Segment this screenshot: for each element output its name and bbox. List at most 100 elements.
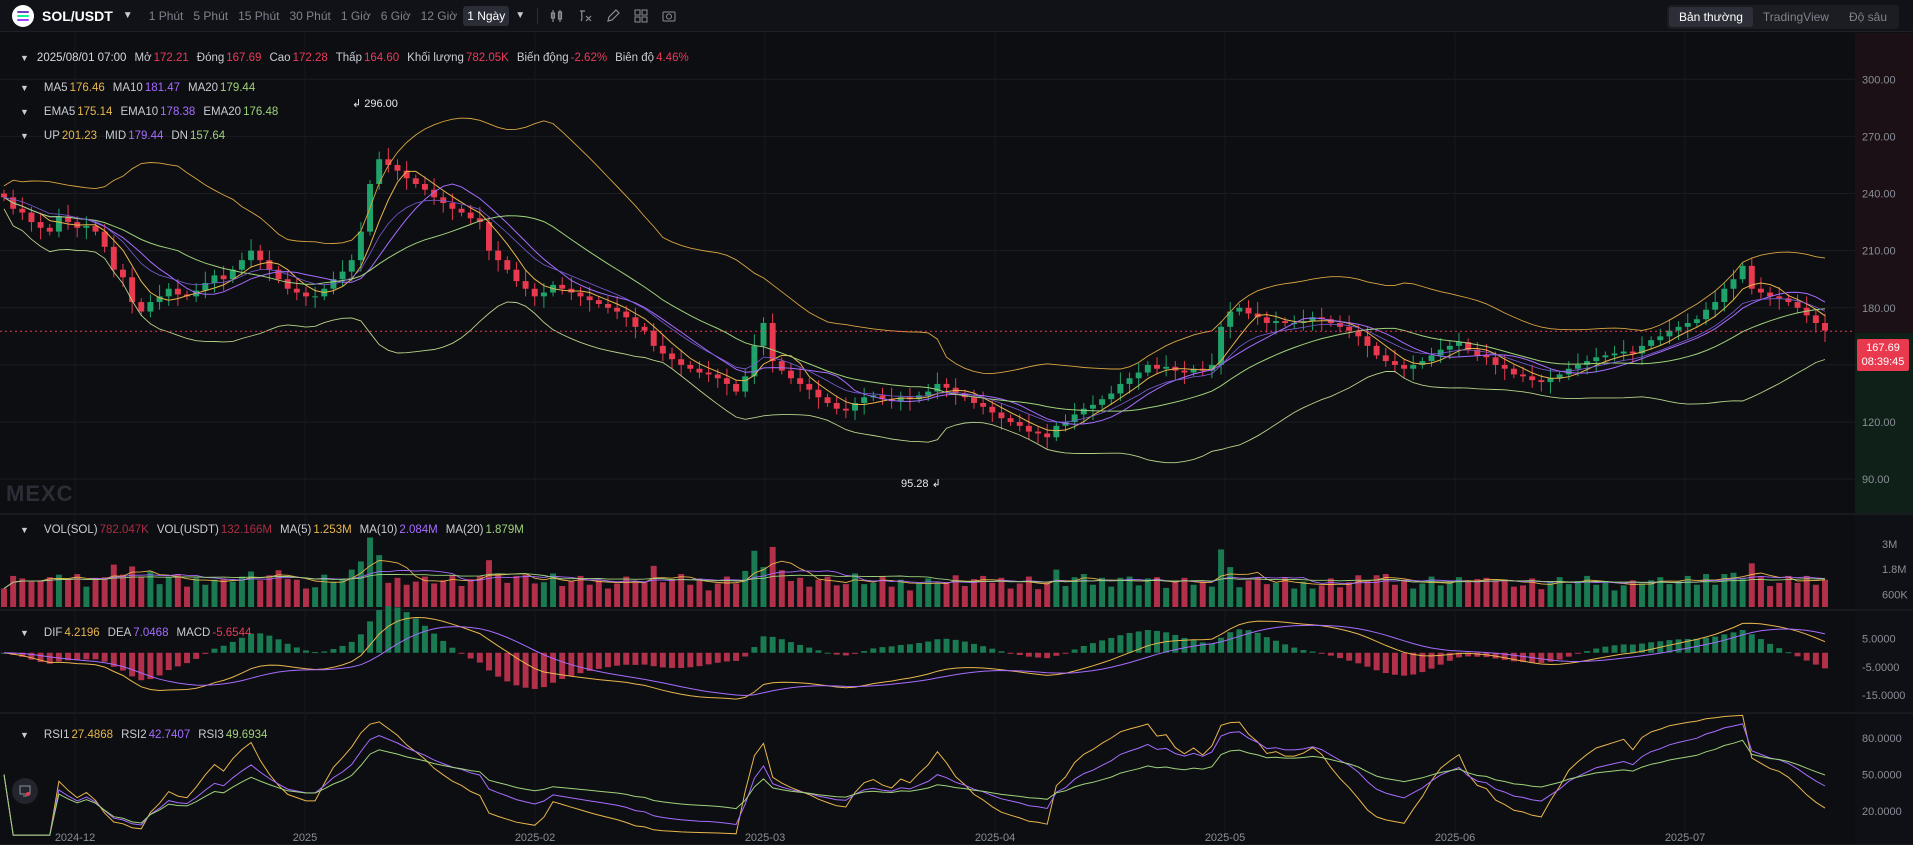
volume-bar: [952, 575, 959, 607]
view-standard-button[interactable]: Bản thường: [1668, 7, 1753, 27]
volume-bar: [1071, 577, 1078, 607]
ma-collapse-icon[interactable]: ▼: [20, 83, 29, 93]
volume-bar: [129, 566, 136, 607]
volume-bar: [1785, 575, 1792, 607]
macd-collapse-icon[interactable]: ▼: [20, 628, 29, 638]
volume-bar: [412, 581, 419, 607]
volume-bar: [787, 580, 794, 607]
volume-bar: [431, 583, 438, 607]
ema-collapse-icon[interactable]: ▼: [20, 107, 29, 117]
ohlc-collapse-icon[interactable]: ▼: [20, 53, 29, 63]
candle-body: [577, 292, 584, 297]
interval-more-icon[interactable]: ▼: [515, 10, 526, 21]
view-tradingview-button[interactable]: TradingView: [1762, 10, 1829, 24]
candle-body: [1602, 355, 1609, 358]
candle-countdown: 08:39:45: [1861, 356, 1905, 368]
interval-1d[interactable]: 1 Ngày: [463, 5, 510, 26]
high-label: Cao: [269, 52, 291, 64]
macd-bar: [55, 652, 62, 662]
interval-12h[interactable]: 12 Giờ: [420, 8, 458, 23]
volume-bar: [467, 579, 474, 607]
boll-mid-label: MID: [105, 130, 127, 142]
macd-bar: [257, 633, 264, 653]
ema10-label: EMA10: [120, 106, 159, 118]
volume-bar: [705, 590, 712, 607]
volume-bar: [275, 570, 282, 607]
interval-30m[interactable]: 30 Phút: [289, 8, 331, 23]
symbol-name[interactable]: SOL/USDT: [42, 7, 113, 24]
volume-bar: [1016, 583, 1023, 607]
vol-collapse-icon[interactable]: ▼: [20, 525, 29, 535]
layout-icon[interactable]: [634, 9, 648, 23]
boll-collapse-icon[interactable]: ▼: [20, 131, 29, 141]
volume-bar: [696, 579, 703, 607]
volume-bar: [174, 574, 181, 607]
vol-ma20-label: MA(20): [445, 524, 484, 536]
candle-body: [1401, 364, 1408, 369]
volume-bar: [284, 579, 291, 607]
macd-bar: [870, 648, 877, 653]
interval-5m[interactable]: 5 Phút: [193, 8, 229, 23]
rsi-collapse-icon[interactable]: ▼: [20, 730, 29, 740]
macd-bar: [1446, 652, 1453, 661]
camera-icon[interactable]: [662, 9, 676, 23]
macd-bar: [723, 652, 730, 662]
volume-bar: [211, 579, 218, 607]
rsi1-line: [3, 714, 1826, 836]
macd-bar: [1126, 633, 1133, 653]
view-depth-button[interactable]: Độ sâu: [1848, 10, 1887, 24]
macd-bar: [678, 652, 685, 668]
volume-bar: [348, 569, 355, 607]
macd-bar: [650, 652, 657, 667]
interval-6h[interactable]: 6 Giờ: [380, 8, 411, 23]
formula-icon[interactable]: [578, 9, 592, 23]
volume-bar: [595, 579, 602, 607]
vol-ma20-value: 1.879M: [485, 524, 524, 536]
candle-body: [925, 391, 932, 396]
interval-1m[interactable]: 1 Phút: [148, 8, 184, 23]
volume-bar: [1602, 581, 1609, 607]
volume-bar: [1776, 582, 1783, 607]
volume-bar: [1748, 563, 1755, 607]
volume-bar: [1035, 589, 1042, 607]
interval-1h[interactable]: 1 Giờ: [340, 8, 371, 23]
symbol-dropdown-icon[interactable]: ▼: [122, 10, 133, 21]
candle-body: [376, 159, 383, 185]
settings-icon[interactable]: [12, 778, 38, 804]
volume-bar: [980, 575, 987, 607]
volume-bar: [1373, 575, 1380, 607]
candle-body: [897, 397, 904, 402]
macd-bar: [1254, 632, 1261, 653]
volume-bar: [83, 586, 90, 607]
draw-icon[interactable]: [606, 8, 620, 23]
time-axis-label: 2025: [293, 832, 317, 844]
macd-bar: [1117, 635, 1124, 653]
rsi1-label: RSI1: [43, 729, 70, 741]
volume-bar: [1208, 586, 1215, 607]
chart-canvas[interactable]: 300.00270.00240.00210.00180.00150.00120.…: [0, 33, 1913, 845]
volume-bar: [1465, 582, 1472, 607]
ema-legend: ▼ EMA5 175.14 EMA10 178.38 EMA20 176.48: [20, 106, 278, 118]
indicator-icon[interactable]: [550, 9, 564, 23]
vol-ma20-line: [3, 573, 1826, 589]
volume-bar: [943, 582, 950, 607]
low-label: Thấp: [335, 52, 362, 64]
macd-bar: [1639, 643, 1645, 653]
candle-body: [1565, 368, 1572, 375]
price-axis-upper-shade: [1855, 33, 1913, 333]
macd-bar: [696, 652, 703, 667]
candle-body: [83, 225, 90, 228]
candle-body: [1419, 361, 1426, 365]
volume-bar: [1218, 549, 1225, 607]
candle-body: [659, 345, 666, 354]
candle-body: [220, 275, 227, 280]
interval-15m[interactable]: 15 Phút: [238, 8, 280, 23]
time-axis-label: 2025-07: [1665, 832, 1705, 844]
volume-bar: [733, 583, 740, 607]
macd-bar: [1693, 638, 1700, 653]
macd-bar: [614, 652, 621, 666]
volume-bar: [1437, 585, 1444, 607]
volume-bar: [961, 586, 968, 607]
macd-bar: [467, 652, 474, 659]
volume-bar: [376, 555, 383, 607]
